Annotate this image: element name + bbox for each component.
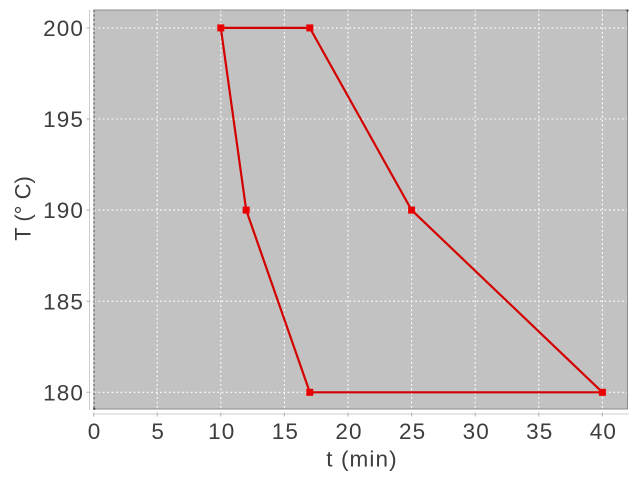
svg-text:195: 195 bbox=[43, 107, 84, 132]
svg-text:180: 180 bbox=[43, 380, 84, 405]
svg-text:10: 10 bbox=[208, 419, 235, 444]
svg-text:40: 40 bbox=[590, 419, 617, 444]
svg-text:T (° C): T (° C) bbox=[11, 176, 36, 241]
svg-text:0: 0 bbox=[88, 419, 102, 444]
svg-text:200: 200 bbox=[43, 16, 84, 41]
svg-text:20: 20 bbox=[335, 419, 362, 444]
svg-text:5: 5 bbox=[151, 419, 165, 444]
svg-text:t (min): t (min) bbox=[326, 447, 397, 472]
svg-text:185: 185 bbox=[43, 289, 84, 314]
svg-text:15: 15 bbox=[272, 419, 299, 444]
svg-text:30: 30 bbox=[463, 419, 490, 444]
svg-text:35: 35 bbox=[526, 419, 553, 444]
svg-text:190: 190 bbox=[43, 198, 84, 223]
svg-text:25: 25 bbox=[399, 419, 426, 444]
